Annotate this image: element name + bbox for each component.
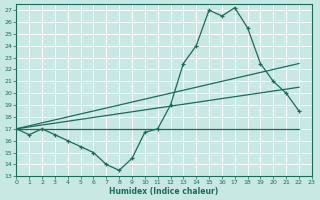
- X-axis label: Humidex (Indice chaleur): Humidex (Indice chaleur): [109, 187, 219, 196]
